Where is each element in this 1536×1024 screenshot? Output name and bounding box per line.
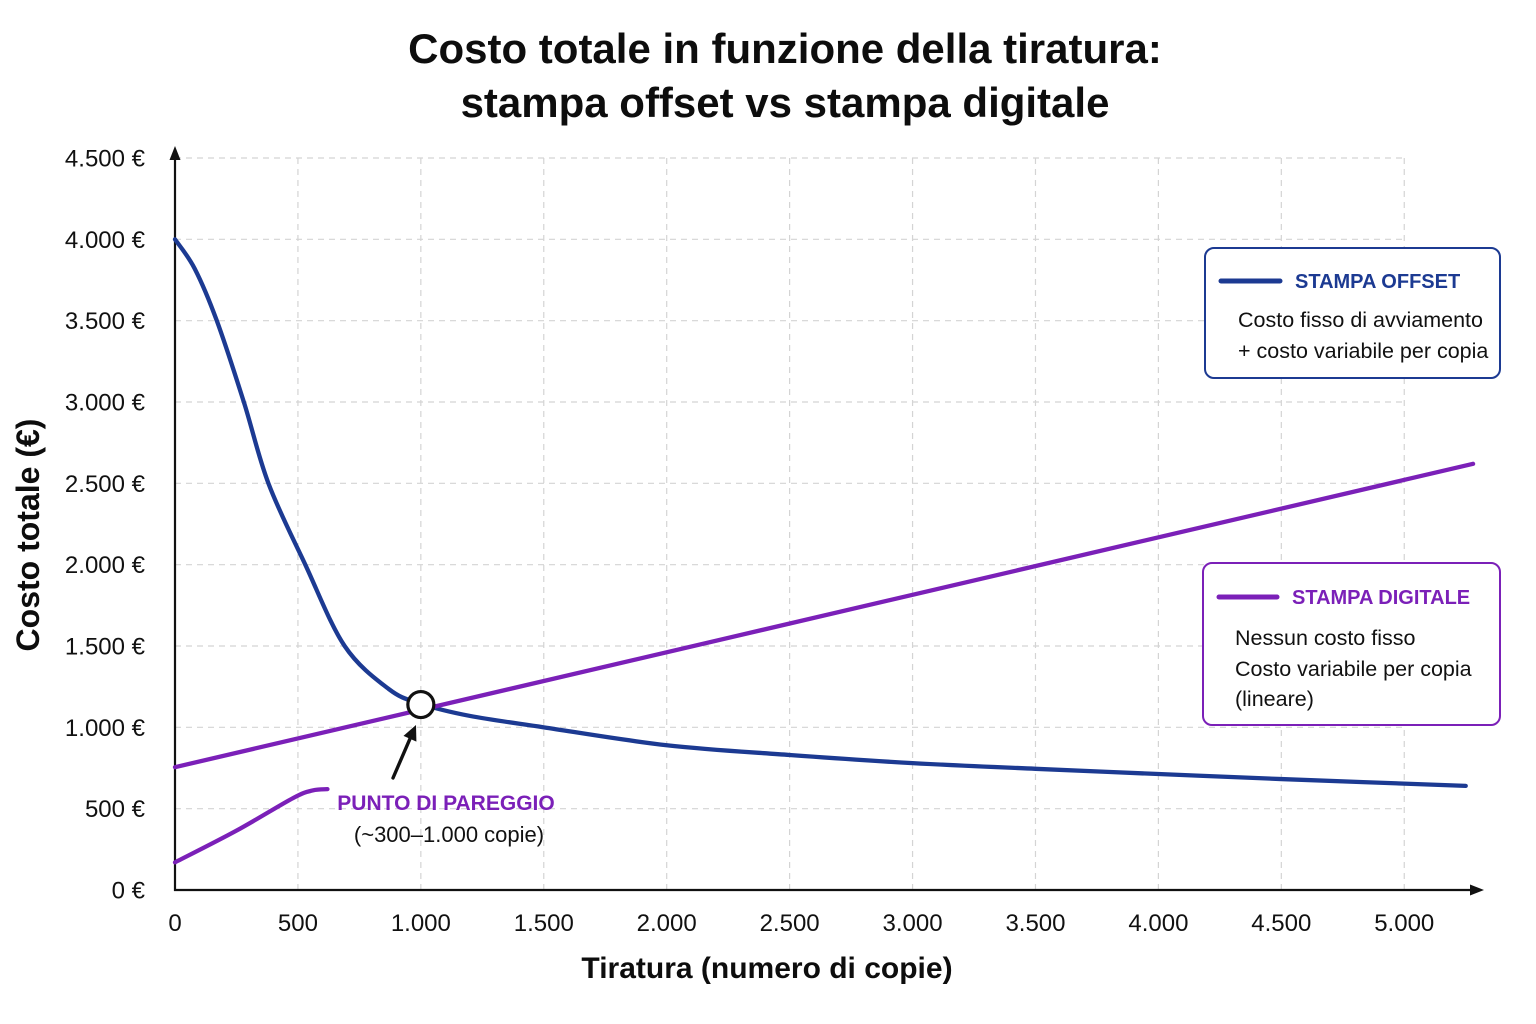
legend-label-digital: STAMPA DIGITALE <box>1292 587 1470 609</box>
legend-description-line: Costo variabile per copia <box>1235 657 1472 681</box>
chart-title: Costo totale in funzione della tiratura:… <box>408 25 1162 126</box>
x-tick-label: 5.000 <box>1374 910 1434 937</box>
break-even-marker <box>406 689 436 720</box>
x-tick-label: 0 <box>168 910 181 937</box>
y-tick-label: 4.000 € <box>65 227 146 254</box>
x-tick-label: 3.500 <box>1005 910 1065 937</box>
chart-title-line-2: stampa offset vs stampa digitale <box>461 79 1110 126</box>
tick-labels: 0 500 1.000 1.500 2.000 2.500 3.000 3.500 4.000 4… <box>65 146 1434 938</box>
break-even-arrowhead <box>403 725 417 742</box>
y-tick-label: 1.500 € <box>65 634 146 661</box>
x-tick-label: 2.000 <box>637 910 697 937</box>
x-axis-arrowhead <box>1470 884 1484 896</box>
x-axis-label: Tiratura (numero di copie) <box>581 952 952 985</box>
y-tick-label: 3.000 € <box>65 390 146 417</box>
x-tick-label: 3.000 <box>883 910 943 937</box>
y-tick-label: 1.000 € <box>65 715 146 742</box>
break-even-arrow <box>391 737 412 780</box>
legend-label-offset: STAMPA OFFSET <box>1295 271 1460 293</box>
x-tick-label: 2.500 <box>760 910 820 937</box>
series <box>172 237 1476 865</box>
x-tick-label: 4.000 <box>1128 910 1188 937</box>
y-tick-label: 500 € <box>85 796 146 823</box>
markers <box>406 689 436 720</box>
grid <box>175 157 1405 890</box>
chart-title-line-1: Costo totale in funzione della tiratura: <box>408 25 1162 72</box>
y-tick-label: 4.500 € <box>65 146 146 173</box>
y-tick-label: 2.000 € <box>65 552 146 579</box>
x-tick-label: 1.000 <box>391 910 451 937</box>
legend-description-line: + costo variabile per copia <box>1238 339 1488 363</box>
x-tick-label: 4.500 <box>1251 910 1311 937</box>
y-tick-label: 3.500 € <box>65 308 146 335</box>
legend-description-line: (lineare) <box>1235 687 1314 711</box>
legend-description-line: Nessun costo fisso <box>1235 626 1415 650</box>
break-even-label: PUNTO DI PAREGGIO <box>337 792 554 815</box>
legend-description-line: Costo fisso di avviamento <box>1238 308 1483 332</box>
y-axis-label: Costo totale (€) <box>10 419 46 652</box>
break-even-annotation: PUNTO DI PAREGGIO (~300–1.000 copie) <box>337 725 555 847</box>
legend-item-stampa-offset: STAMPA OFFSET Costo fisso di avviamento … <box>1204 247 1501 379</box>
y-tick-label: 0 € <box>112 878 146 905</box>
series-line-stampa-digitale <box>172 461 1476 770</box>
series-line-stampa-offset <box>172 237 1468 789</box>
break-even-range: (~300–1.000 copie) <box>354 822 544 847</box>
legend-item-stampa-digitale: STAMPA DIGITALE Nessun costo fisso Costo… <box>1202 562 1501 726</box>
y-axis-arrowhead <box>169 146 181 160</box>
series-line-unlabeled <box>172 787 330 865</box>
legend-box-digital <box>1202 562 1501 726</box>
y-tick-label: 2.500 € <box>65 471 146 498</box>
x-tick-label: 1.500 <box>514 910 574 937</box>
x-tick-label: 500 <box>278 910 318 937</box>
